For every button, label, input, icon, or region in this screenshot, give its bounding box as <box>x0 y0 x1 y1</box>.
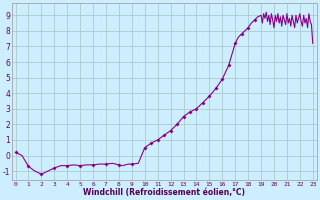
X-axis label: Windchill (Refroidissement éolien,°C): Windchill (Refroidissement éolien,°C) <box>83 188 245 197</box>
